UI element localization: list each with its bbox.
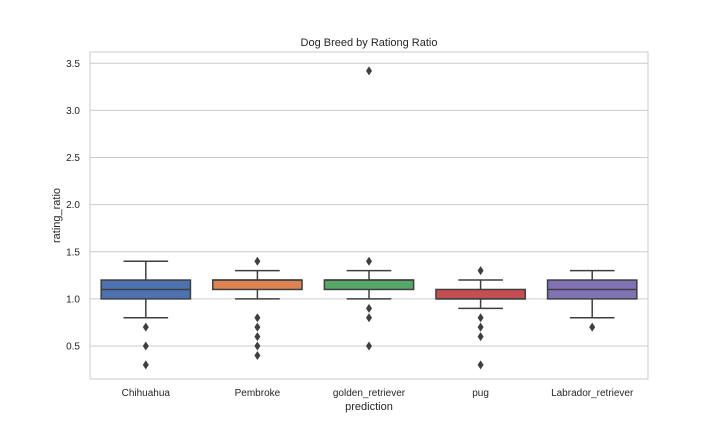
outlier-point bbox=[477, 313, 484, 323]
x-tick-labels: Chihuahua Pembroke golden_retriever pug Labr… bbox=[122, 388, 634, 399]
outlier-point bbox=[254, 332, 261, 342]
box-Pembroke bbox=[212, 256, 303, 360]
outlier-point bbox=[366, 256, 372, 266]
box-iqr bbox=[323, 279, 415, 291]
outlier-point bbox=[366, 303, 372, 313]
box-iqr bbox=[212, 279, 303, 291]
outlier-point bbox=[366, 313, 372, 323]
y-tick-label: 2.5 bbox=[66, 153, 80, 164]
outlier-point bbox=[589, 322, 596, 332]
outlier-point bbox=[142, 322, 149, 332]
plot-frame bbox=[89, 51, 649, 380]
outlier-point bbox=[366, 66, 372, 76]
y-axis-label: rating_ratio bbox=[51, 188, 63, 243]
box-golden_retriever bbox=[323, 66, 415, 351]
box-pug bbox=[435, 266, 526, 370]
x-axis-label: prediction bbox=[345, 401, 393, 413]
outlier-point bbox=[366, 341, 372, 351]
y-tick-label: 2.0 bbox=[66, 200, 80, 211]
outlier-point bbox=[254, 341, 261, 351]
box-Labrador_retriever bbox=[546, 269, 638, 332]
box-Chihuahua bbox=[100, 260, 192, 370]
outlier-point bbox=[477, 360, 484, 370]
y-tick-label: 3.0 bbox=[66, 106, 80, 117]
x-tick-label: Chihuahua bbox=[122, 388, 171, 399]
outlier-point bbox=[254, 350, 261, 360]
y-tick-label: 0.5 bbox=[66, 342, 80, 353]
x-tick-label: golden_retriever bbox=[333, 388, 406, 399]
box-plots bbox=[100, 66, 638, 370]
outlier-point bbox=[142, 341, 149, 351]
outlier-point bbox=[254, 322, 261, 332]
grid-lines bbox=[90, 62, 648, 347]
outlier-point bbox=[254, 256, 261, 266]
x-tick-label: Pembroke bbox=[235, 388, 281, 399]
y-tick-labels: 0.5 1.0 1.5 2.0 2.5 3.0 3.5 bbox=[66, 59, 80, 353]
outlier-point bbox=[477, 322, 484, 332]
chart-title: Dog Breed by Rationg Ratio bbox=[301, 37, 438, 49]
outlier-point bbox=[142, 360, 149, 370]
y-tick-label: 1.5 bbox=[66, 247, 80, 258]
box-iqr bbox=[435, 288, 526, 300]
x-tick-label: Labrador_retriever bbox=[551, 388, 634, 399]
x-tick-label: pug bbox=[472, 388, 489, 399]
y-tick-label: 3.5 bbox=[66, 59, 80, 70]
y-tick-label: 1.0 bbox=[66, 294, 80, 305]
outlier-point bbox=[254, 313, 261, 323]
outlier-point bbox=[477, 266, 484, 276]
outlier-point bbox=[477, 332, 484, 342]
